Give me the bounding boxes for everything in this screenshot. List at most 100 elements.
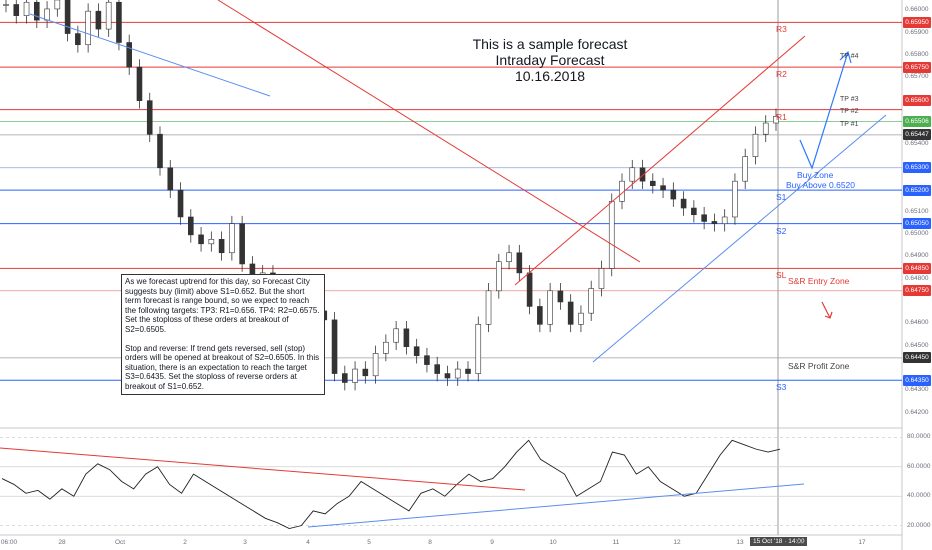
x-tick-label: 17 xyxy=(858,539,866,546)
current-time-label: 15 Oct '18 · 14:00 xyxy=(750,537,808,546)
level-label-sl: SL xyxy=(776,270,787,281)
title-line-1: This is a sample forecast xyxy=(472,36,628,52)
candle-body xyxy=(547,290,553,325)
candle-body xyxy=(578,312,584,325)
candle-body xyxy=(198,234,204,245)
x-tick-label: 5 xyxy=(367,539,371,546)
y-tick-label: 0.64500 xyxy=(905,341,929,349)
candle-body xyxy=(105,1,112,30)
y-tick-label: 0.64800 xyxy=(905,274,929,282)
candle-body xyxy=(13,4,20,16)
x-tick-label: 13 xyxy=(736,539,744,546)
x-tick-label: 12 xyxy=(673,539,681,546)
oscillator-trendline-red xyxy=(0,447,526,491)
note-paragraph-2: Stop and reverse: If trend gets reversed… xyxy=(125,343,320,391)
candle-body xyxy=(649,180,656,186)
chart-title: This is a sample forecast Intraday Forec… xyxy=(460,36,640,84)
buy-zone-label: Buy Zone xyxy=(797,170,834,181)
x-tick-label: 16 xyxy=(796,539,804,546)
x-tick-label: 4 xyxy=(306,539,310,546)
y-tick-label: 0.64200 xyxy=(905,408,929,416)
level-label-r2: R2 xyxy=(776,69,787,80)
candle-body xyxy=(516,252,523,274)
candle-body xyxy=(136,66,143,101)
x-tick-label: 06:00 xyxy=(0,539,18,546)
candle-body xyxy=(229,223,235,254)
target-label-4: TP #4 xyxy=(840,53,859,61)
forecast-arrow-up xyxy=(799,51,849,170)
price-badge: 0.64450 xyxy=(903,352,931,364)
candle-body xyxy=(424,355,430,365)
candle-body xyxy=(146,100,153,135)
candle-body xyxy=(588,288,595,314)
x-tick-label: 11 xyxy=(612,539,620,546)
candle-body xyxy=(537,306,543,325)
candle-body xyxy=(454,368,461,379)
price-badge: 0.65750 xyxy=(903,61,931,73)
candle-body xyxy=(126,42,132,68)
candle-body xyxy=(393,328,399,343)
candle-body xyxy=(188,216,194,236)
x-tick-label: 28 xyxy=(58,539,66,546)
trendline-down-blue xyxy=(29,13,271,97)
candle-body xyxy=(116,1,122,43)
y-tick-label: 0.64600 xyxy=(905,319,929,327)
candle-body xyxy=(752,133,759,157)
candle-body xyxy=(506,252,512,263)
price-badge: 0.65300 xyxy=(903,162,931,174)
x-tick-label: 10 xyxy=(549,539,557,546)
y-tick-label: 0.65000 xyxy=(905,229,929,237)
level-label-r3: R3 xyxy=(776,24,787,35)
x-tick-label: 2 xyxy=(183,539,187,546)
y-tick-label: 0.65700 xyxy=(905,73,929,81)
y-tick-label: 0.64900 xyxy=(905,252,929,260)
trendline-down-red xyxy=(217,0,641,263)
y-tick-label: 0.64300 xyxy=(905,386,929,394)
candle-body xyxy=(239,223,245,265)
candle-body xyxy=(362,368,369,377)
candle-body xyxy=(157,133,163,169)
buy-above-label: Buy Above 0.6520 xyxy=(786,180,856,191)
candle-body xyxy=(526,272,533,307)
candle-body xyxy=(85,10,91,46)
candle-body xyxy=(54,0,61,10)
x-tick-label: 8 xyxy=(428,539,432,546)
candle-body xyxy=(598,268,605,289)
candle-body xyxy=(23,1,30,16)
oscillator-line xyxy=(1,439,781,530)
candle-body xyxy=(413,346,420,356)
price-badge: 0.65600 xyxy=(903,95,931,107)
price-badge: 0.65506 xyxy=(903,116,931,128)
candle-body xyxy=(639,167,646,182)
osc-tick-label: 20.0000 xyxy=(907,521,931,529)
candle-body xyxy=(75,33,81,46)
y-tick-label: 0.65100 xyxy=(905,207,929,215)
sr-profit-zone-label: S&R Profit Zone xyxy=(788,360,850,371)
price-badge: 0.64750 xyxy=(903,285,931,297)
candle-body xyxy=(721,216,728,224)
candle-body xyxy=(383,341,389,354)
y-tick-label: 0.65400 xyxy=(905,140,929,148)
candle-body xyxy=(660,185,666,191)
forecast-arrow-down-head xyxy=(824,311,833,319)
forecast-note: As we forecast uptrend for this day, so … xyxy=(121,274,325,395)
title-line-3: 10.16.2018 xyxy=(514,68,586,84)
level-label-s3: S3 xyxy=(776,382,787,393)
price-badge: 0.64350 xyxy=(903,374,931,386)
candle-body xyxy=(434,364,441,374)
target-label-3: TP #3 xyxy=(840,95,859,103)
candle-body xyxy=(177,189,184,218)
candle-body xyxy=(762,122,769,135)
candle-body xyxy=(742,156,749,182)
candle-body xyxy=(44,8,50,21)
candle-body xyxy=(701,214,707,222)
candle-body xyxy=(372,353,379,377)
x-tick-label: Oct xyxy=(114,539,126,546)
price-badge: 0.64850 xyxy=(903,262,931,274)
osc-tick-label: 40.0000 xyxy=(907,492,931,500)
candle-body xyxy=(3,4,9,6)
candle-body xyxy=(208,239,215,245)
candle-body xyxy=(167,167,174,191)
level-label-s1: S1 xyxy=(776,192,787,203)
